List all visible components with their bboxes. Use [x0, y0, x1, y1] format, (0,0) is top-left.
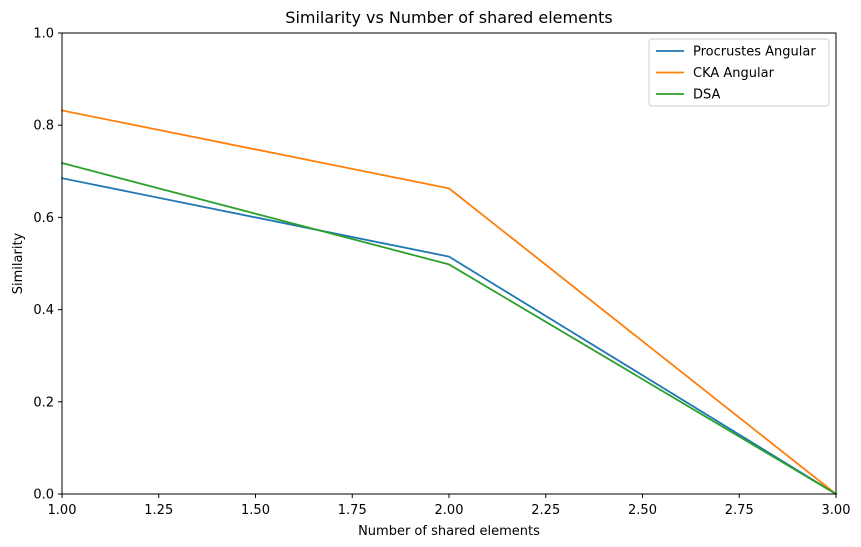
series-line-procrustes-angular	[60, 177, 838, 496]
chart-title: Similarity vs Number of shared elements	[285, 8, 612, 27]
x-tick-label: 3.00	[822, 503, 851, 518]
x-tick-label: 1.25	[144, 503, 173, 518]
x-tick-label: 2.50	[628, 503, 657, 518]
plot-lines	[60, 109, 838, 496]
y-tick-label: 0.6	[33, 211, 54, 226]
legend-label: CKA Angular	[693, 66, 775, 81]
y-tick-label: 0.0	[33, 488, 54, 503]
y-axis-label: Similarity	[11, 232, 26, 294]
x-tick-label: 2.00	[435, 503, 464, 518]
y-tick-label: 0.4	[33, 303, 54, 318]
x-axis-ticks: 1.00 1.25 1.50 1.75 2.00 2.25 2.50 2.75 3.00	[48, 494, 851, 518]
y-tick-label: 1.0	[33, 27, 54, 42]
series-line-dsa	[60, 161, 838, 496]
x-tick-label: 2.25	[531, 503, 560, 518]
y-tick-label: 0.8	[33, 119, 54, 134]
legend-label: Procrustes Angular	[693, 45, 816, 60]
x-tick-label: 1.75	[338, 503, 367, 518]
legend-box	[648, 38, 830, 107]
y-axis-ticks: 0.0 0.2 0.4 0.6 0.8 1.0	[33, 27, 62, 503]
x-axis-label: Number of shared elements	[358, 524, 540, 539]
x-tick-label: 2.75	[725, 503, 754, 518]
x-tick-label: 1.00	[48, 503, 77, 518]
y-tick-label: 0.2	[33, 395, 54, 410]
x-tick-label: 1.50	[241, 503, 270, 518]
legend-label: DSA	[693, 88, 721, 103]
series-line-cka-angular	[60, 109, 838, 496]
legend: Procrustes Angular CKA Angular DSA	[648, 38, 830, 107]
